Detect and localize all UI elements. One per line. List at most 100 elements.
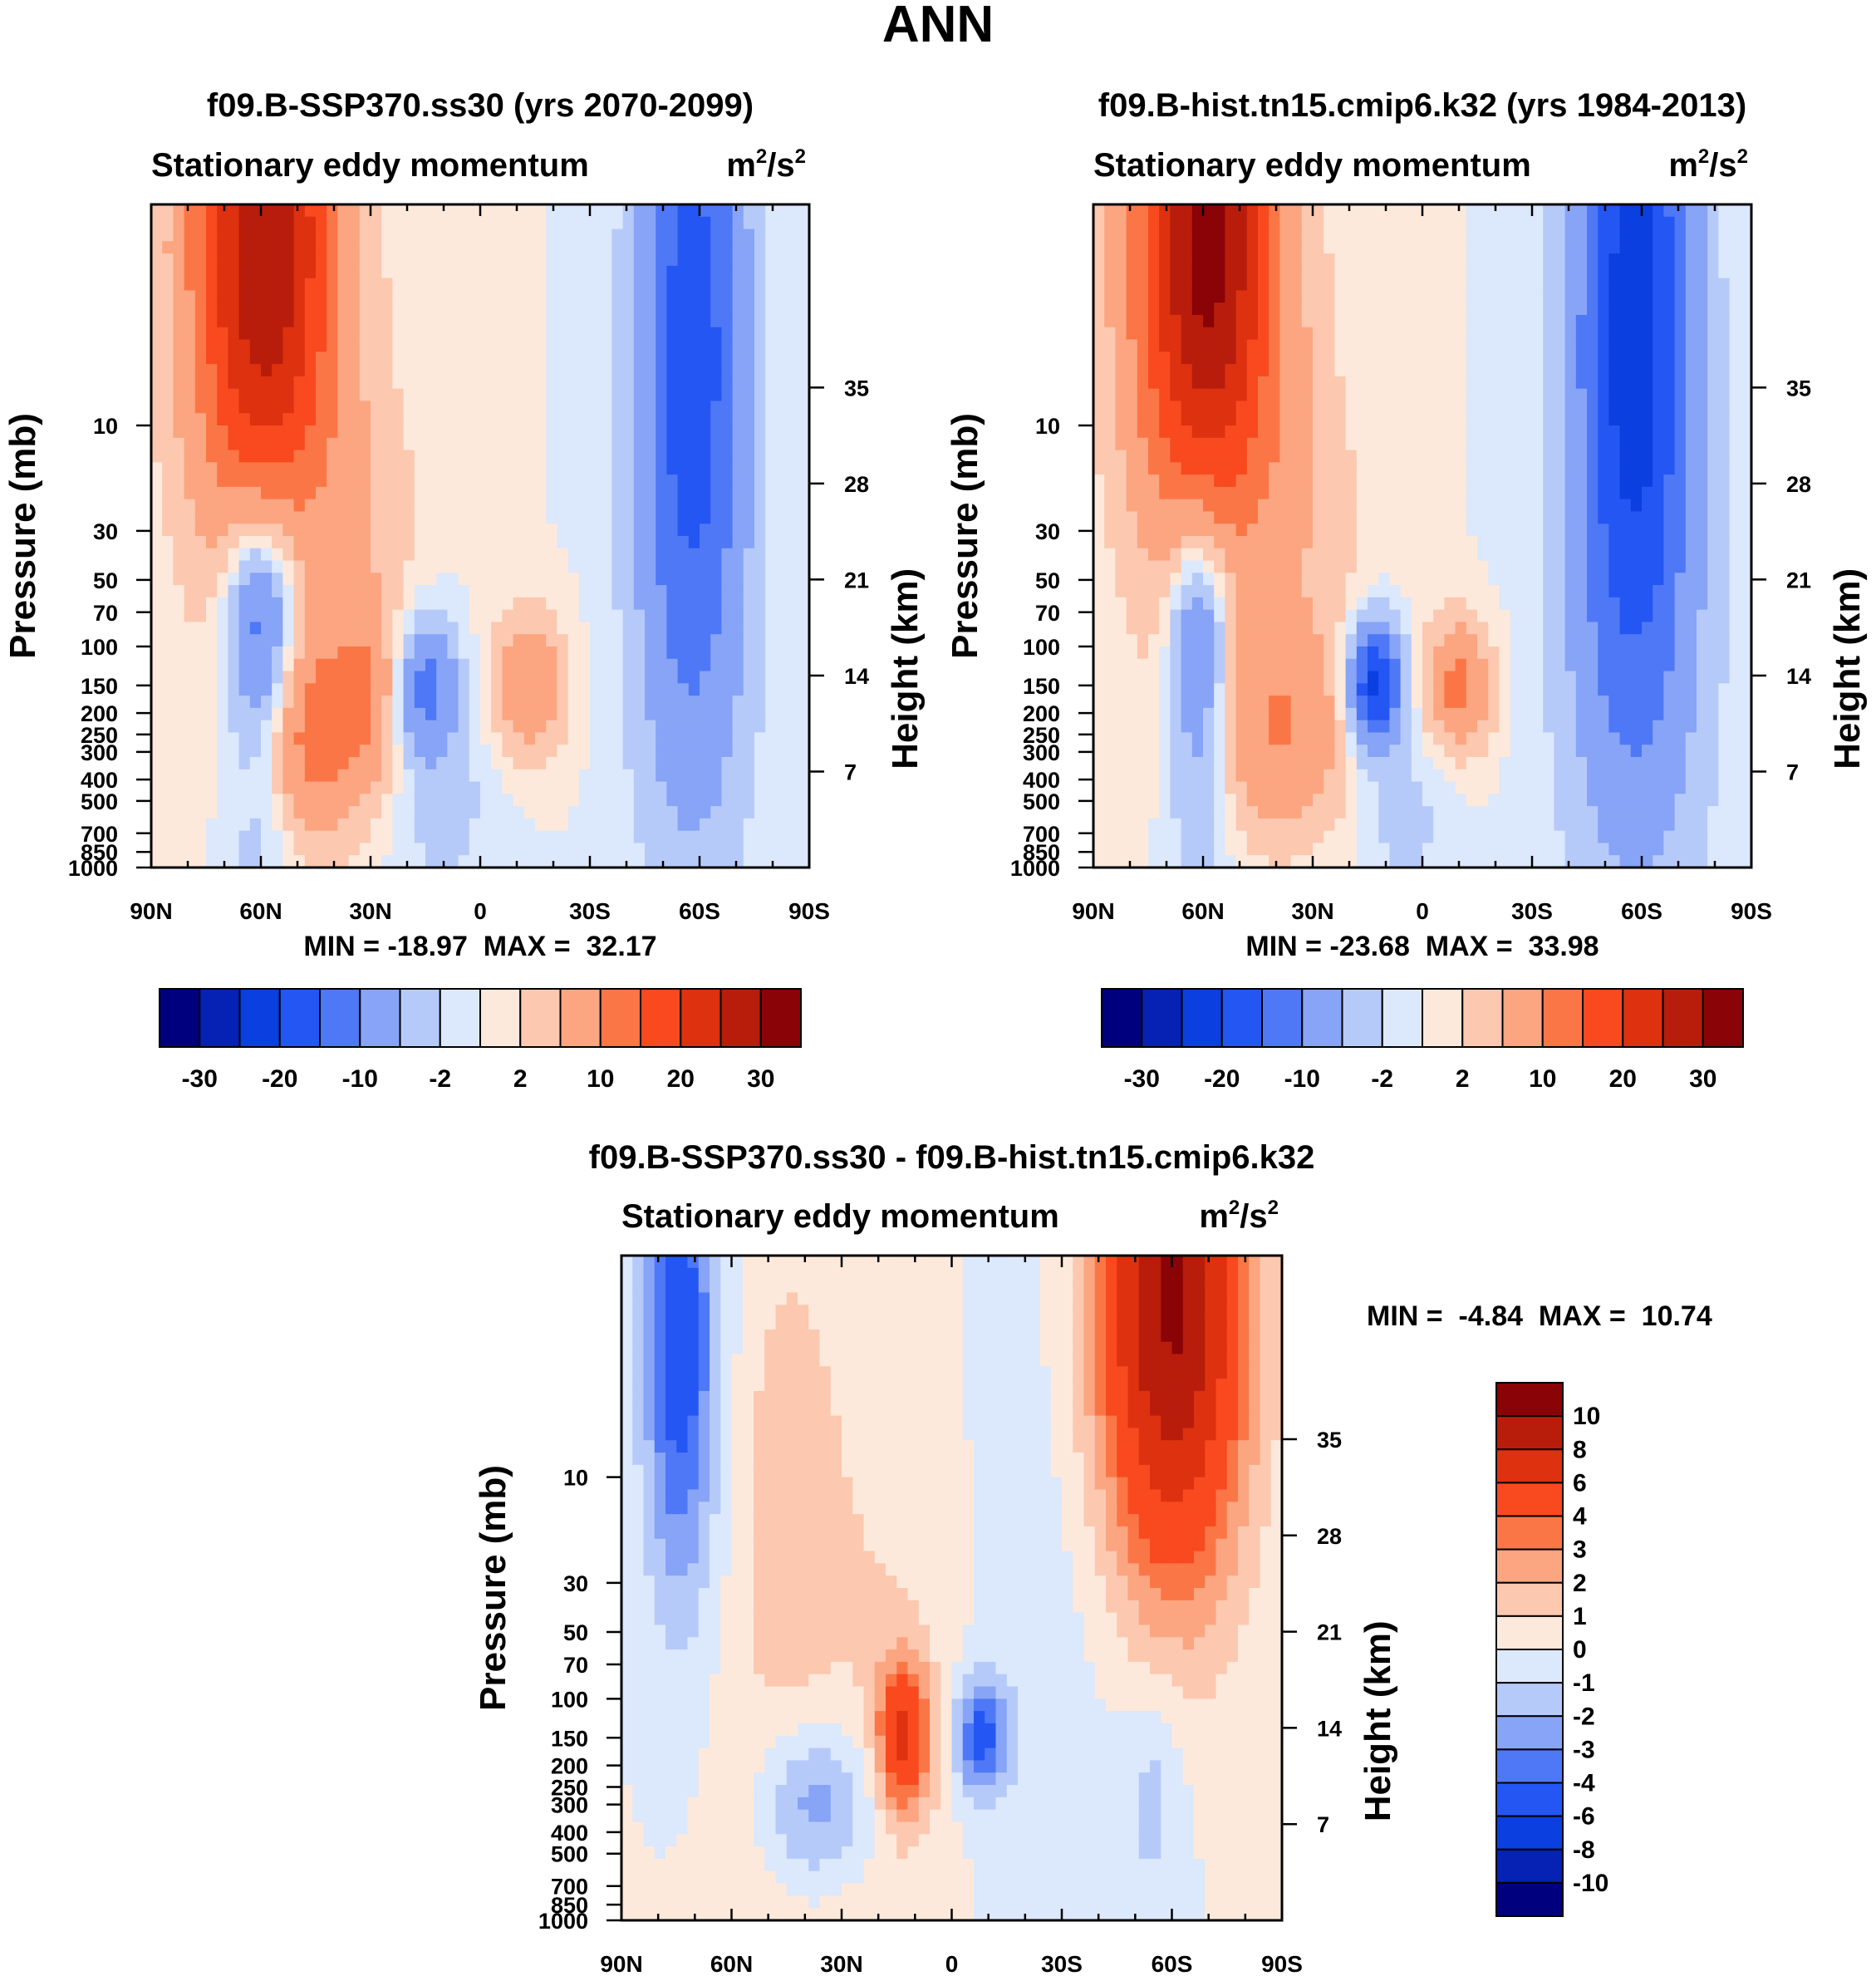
field-cell: [348, 524, 361, 537]
field-cell: [1093, 781, 1105, 794]
field-cell: [1126, 794, 1138, 807]
field-cell: [1115, 315, 1127, 328]
field-cell: [787, 671, 799, 684]
field-cell: [535, 401, 547, 414]
field-cell: [217, 474, 228, 488]
field-cell: [1093, 794, 1105, 807]
field-cell: [535, 474, 547, 488]
field-cell: [798, 388, 809, 402]
field-cell: [1356, 794, 1368, 807]
field-cell: [776, 707, 788, 721]
field-cell: [666, 794, 679, 807]
field-cell: [249, 499, 262, 513]
field-cell: [523, 511, 536, 524]
field-cell: [1345, 732, 1358, 745]
field-cell: [710, 425, 722, 439]
field-cell: [469, 278, 481, 292]
field-cell: [721, 474, 734, 488]
field-cell: [238, 609, 251, 623]
field-cell: [1137, 683, 1149, 696]
field-cell: [217, 646, 228, 660]
field-cell: [622, 339, 635, 352]
field-cell: [348, 241, 361, 254]
field-cell: [776, 560, 788, 573]
field-cell: [1269, 265, 1280, 279]
field-cell: [238, 548, 251, 562]
field-cell: [392, 720, 405, 734]
field-cell: [645, 671, 656, 684]
field-cell: [1148, 388, 1160, 402]
field-cell: [1225, 536, 1237, 549]
field-cell: [1368, 536, 1379, 549]
field-cell: [371, 597, 382, 611]
field-cell: [1324, 720, 1335, 734]
field-cell: [151, 376, 163, 390]
field-cell: [1356, 634, 1368, 647]
field-cell: [677, 830, 690, 844]
field-cell: [1345, 401, 1358, 414]
field-cell: [348, 732, 361, 745]
field-cell: [754, 241, 766, 254]
field-cell: [469, 241, 481, 254]
field-cell: [1191, 548, 1204, 562]
field-cell: [765, 278, 777, 292]
field-cell: [1159, 573, 1171, 586]
x-tick-label: 30N: [349, 898, 391, 924]
field-cell: [162, 425, 174, 439]
field-cell: [206, 855, 218, 868]
field-cell: [798, 486, 809, 500]
field-cell: [1345, 486, 1358, 500]
field-cell: [436, 769, 448, 783]
field-cell: [601, 732, 612, 745]
field-cell: [765, 511, 777, 524]
field-cell: [622, 683, 635, 696]
field-cell: [1148, 216, 1160, 230]
field-cell: [304, 388, 317, 402]
field-cell: [1422, 278, 1434, 292]
field-cell: [1214, 548, 1225, 562]
field-cell: [1269, 609, 1280, 623]
field-cell: [546, 707, 557, 721]
field-cell: [403, 794, 415, 807]
field-cell: [798, 843, 809, 856]
field-cell: [754, 720, 766, 734]
field-cell: [567, 315, 580, 328]
field-cell: [1093, 486, 1105, 500]
field-cell: [1378, 818, 1390, 832]
field-cell: [480, 806, 492, 819]
field-cell: [611, 216, 624, 230]
field-cell: [557, 757, 569, 770]
field-cell: [206, 265, 218, 279]
field-cell: [1137, 524, 1149, 537]
field-cell: [1378, 696, 1390, 709]
field-cell: [633, 524, 646, 537]
field-cell: [1345, 462, 1358, 475]
field-cell: [677, 204, 690, 218]
field-cell: [1301, 745, 1314, 758]
field-cell: [601, 474, 612, 488]
field-cell: [513, 339, 525, 352]
field-cell: [1411, 376, 1423, 390]
field-cell: [622, 806, 635, 819]
field-cell: [194, 425, 207, 439]
colorbar-box: [719, 988, 762, 1048]
field-cell: [1159, 757, 1171, 770]
field-cell: [162, 634, 174, 647]
field-cell: [700, 364, 711, 377]
field-cell: [1246, 646, 1259, 660]
field-cell: [743, 720, 755, 734]
field-cell: [590, 302, 602, 316]
field-cell: [293, 364, 306, 377]
field-cell: [1181, 351, 1193, 365]
field-cell: [151, 843, 163, 856]
field-cell: [1170, 634, 1182, 647]
field-cell: [348, 548, 361, 562]
field-cell: [557, 315, 569, 328]
field-cell: [1279, 646, 1292, 660]
field-cell: [798, 646, 809, 660]
field-cell: [557, 830, 569, 844]
field-cell: [578, 720, 591, 734]
field-cell: [436, 830, 448, 844]
field-cell: [1258, 745, 1269, 758]
field-cell: [1235, 806, 1248, 819]
